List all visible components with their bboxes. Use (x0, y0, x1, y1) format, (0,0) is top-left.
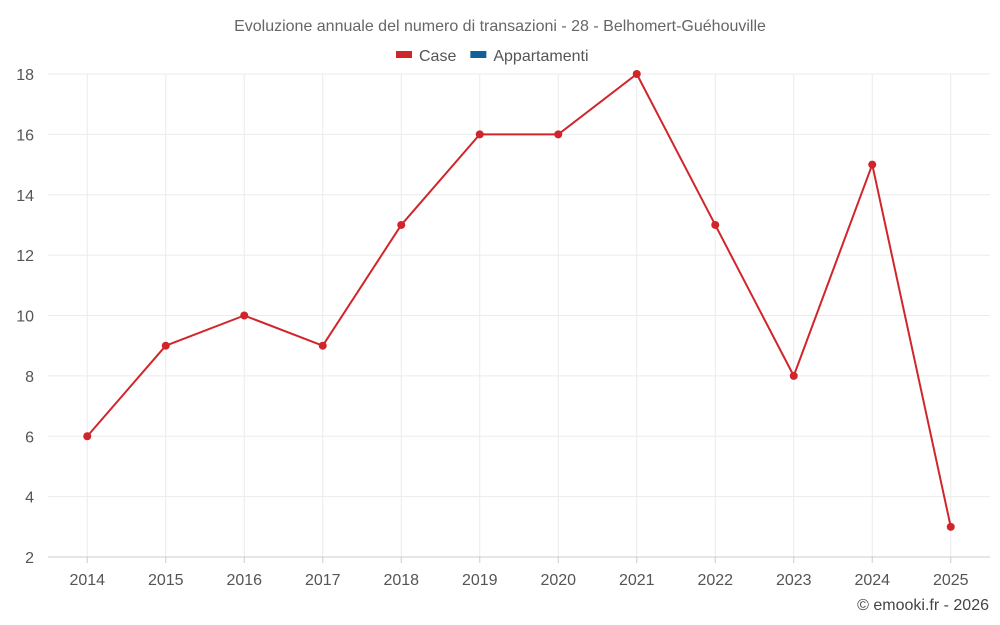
x-tick-label: 2025 (933, 572, 969, 589)
x-tick-label: 2016 (226, 572, 262, 589)
y-tick-label: 8 (25, 369, 34, 386)
legend-swatch-appartamenti (470, 51, 487, 58)
data-point[interactable] (318, 341, 327, 350)
x-tick-label: 2018 (383, 572, 419, 589)
y-tick-label: 2 (25, 550, 34, 567)
chart-title: Evoluzione annuale del numero di transaz… (234, 18, 766, 35)
y-axis: 2 4 6 8 10 12 14 16 18 (16, 67, 34, 567)
data-point[interactable] (240, 311, 249, 320)
data-point[interactable] (475, 130, 484, 139)
y-tick-label: 14 (16, 188, 34, 205)
legend-label-case[interactable]: Case (419, 48, 456, 65)
x-tick-label: 2019 (462, 572, 498, 589)
x-tick-label: 2020 (540, 572, 576, 589)
x-tick-label: 2014 (69, 572, 105, 589)
legend: Case Appartamenti (396, 48, 589, 65)
x-tick-label: 2024 (854, 572, 890, 589)
x-tick-label: 2015 (148, 572, 184, 589)
legend-swatch-case (396, 51, 412, 58)
x-axis: 2014 2015 2016 2017 2018 2019 2020 2021 2022 2023… (48, 556, 990, 589)
data-point[interactable] (789, 371, 798, 380)
data-point[interactable] (868, 160, 877, 169)
data-point[interactable] (554, 130, 563, 139)
y-tick-label: 4 (25, 490, 34, 507)
credit-text: © emooki.fr - 2026 (857, 597, 989, 614)
x-tick-label: 2022 (697, 572, 733, 589)
y-tick-label: 6 (25, 429, 34, 446)
series-layer (83, 70, 955, 531)
data-point[interactable] (83, 432, 92, 441)
data-point[interactable] (161, 341, 170, 350)
data-point[interactable] (632, 70, 641, 78)
x-tick-label: 2021 (619, 572, 655, 589)
legend-label-appartamenti[interactable]: Appartamenti (493, 48, 588, 65)
grid (48, 73, 990, 557)
series-line-case (86, 73, 952, 528)
y-tick-label: 12 (16, 248, 34, 265)
y-tick-label: 10 (16, 309, 34, 326)
x-tick-label: 2023 (776, 572, 812, 589)
data-point[interactable] (397, 220, 406, 229)
y-tick-label: 16 (16, 127, 34, 144)
data-point[interactable] (711, 220, 720, 229)
y-tick-label: 18 (16, 67, 34, 84)
data-point[interactable] (946, 522, 955, 531)
x-tick-label: 2017 (305, 572, 341, 589)
